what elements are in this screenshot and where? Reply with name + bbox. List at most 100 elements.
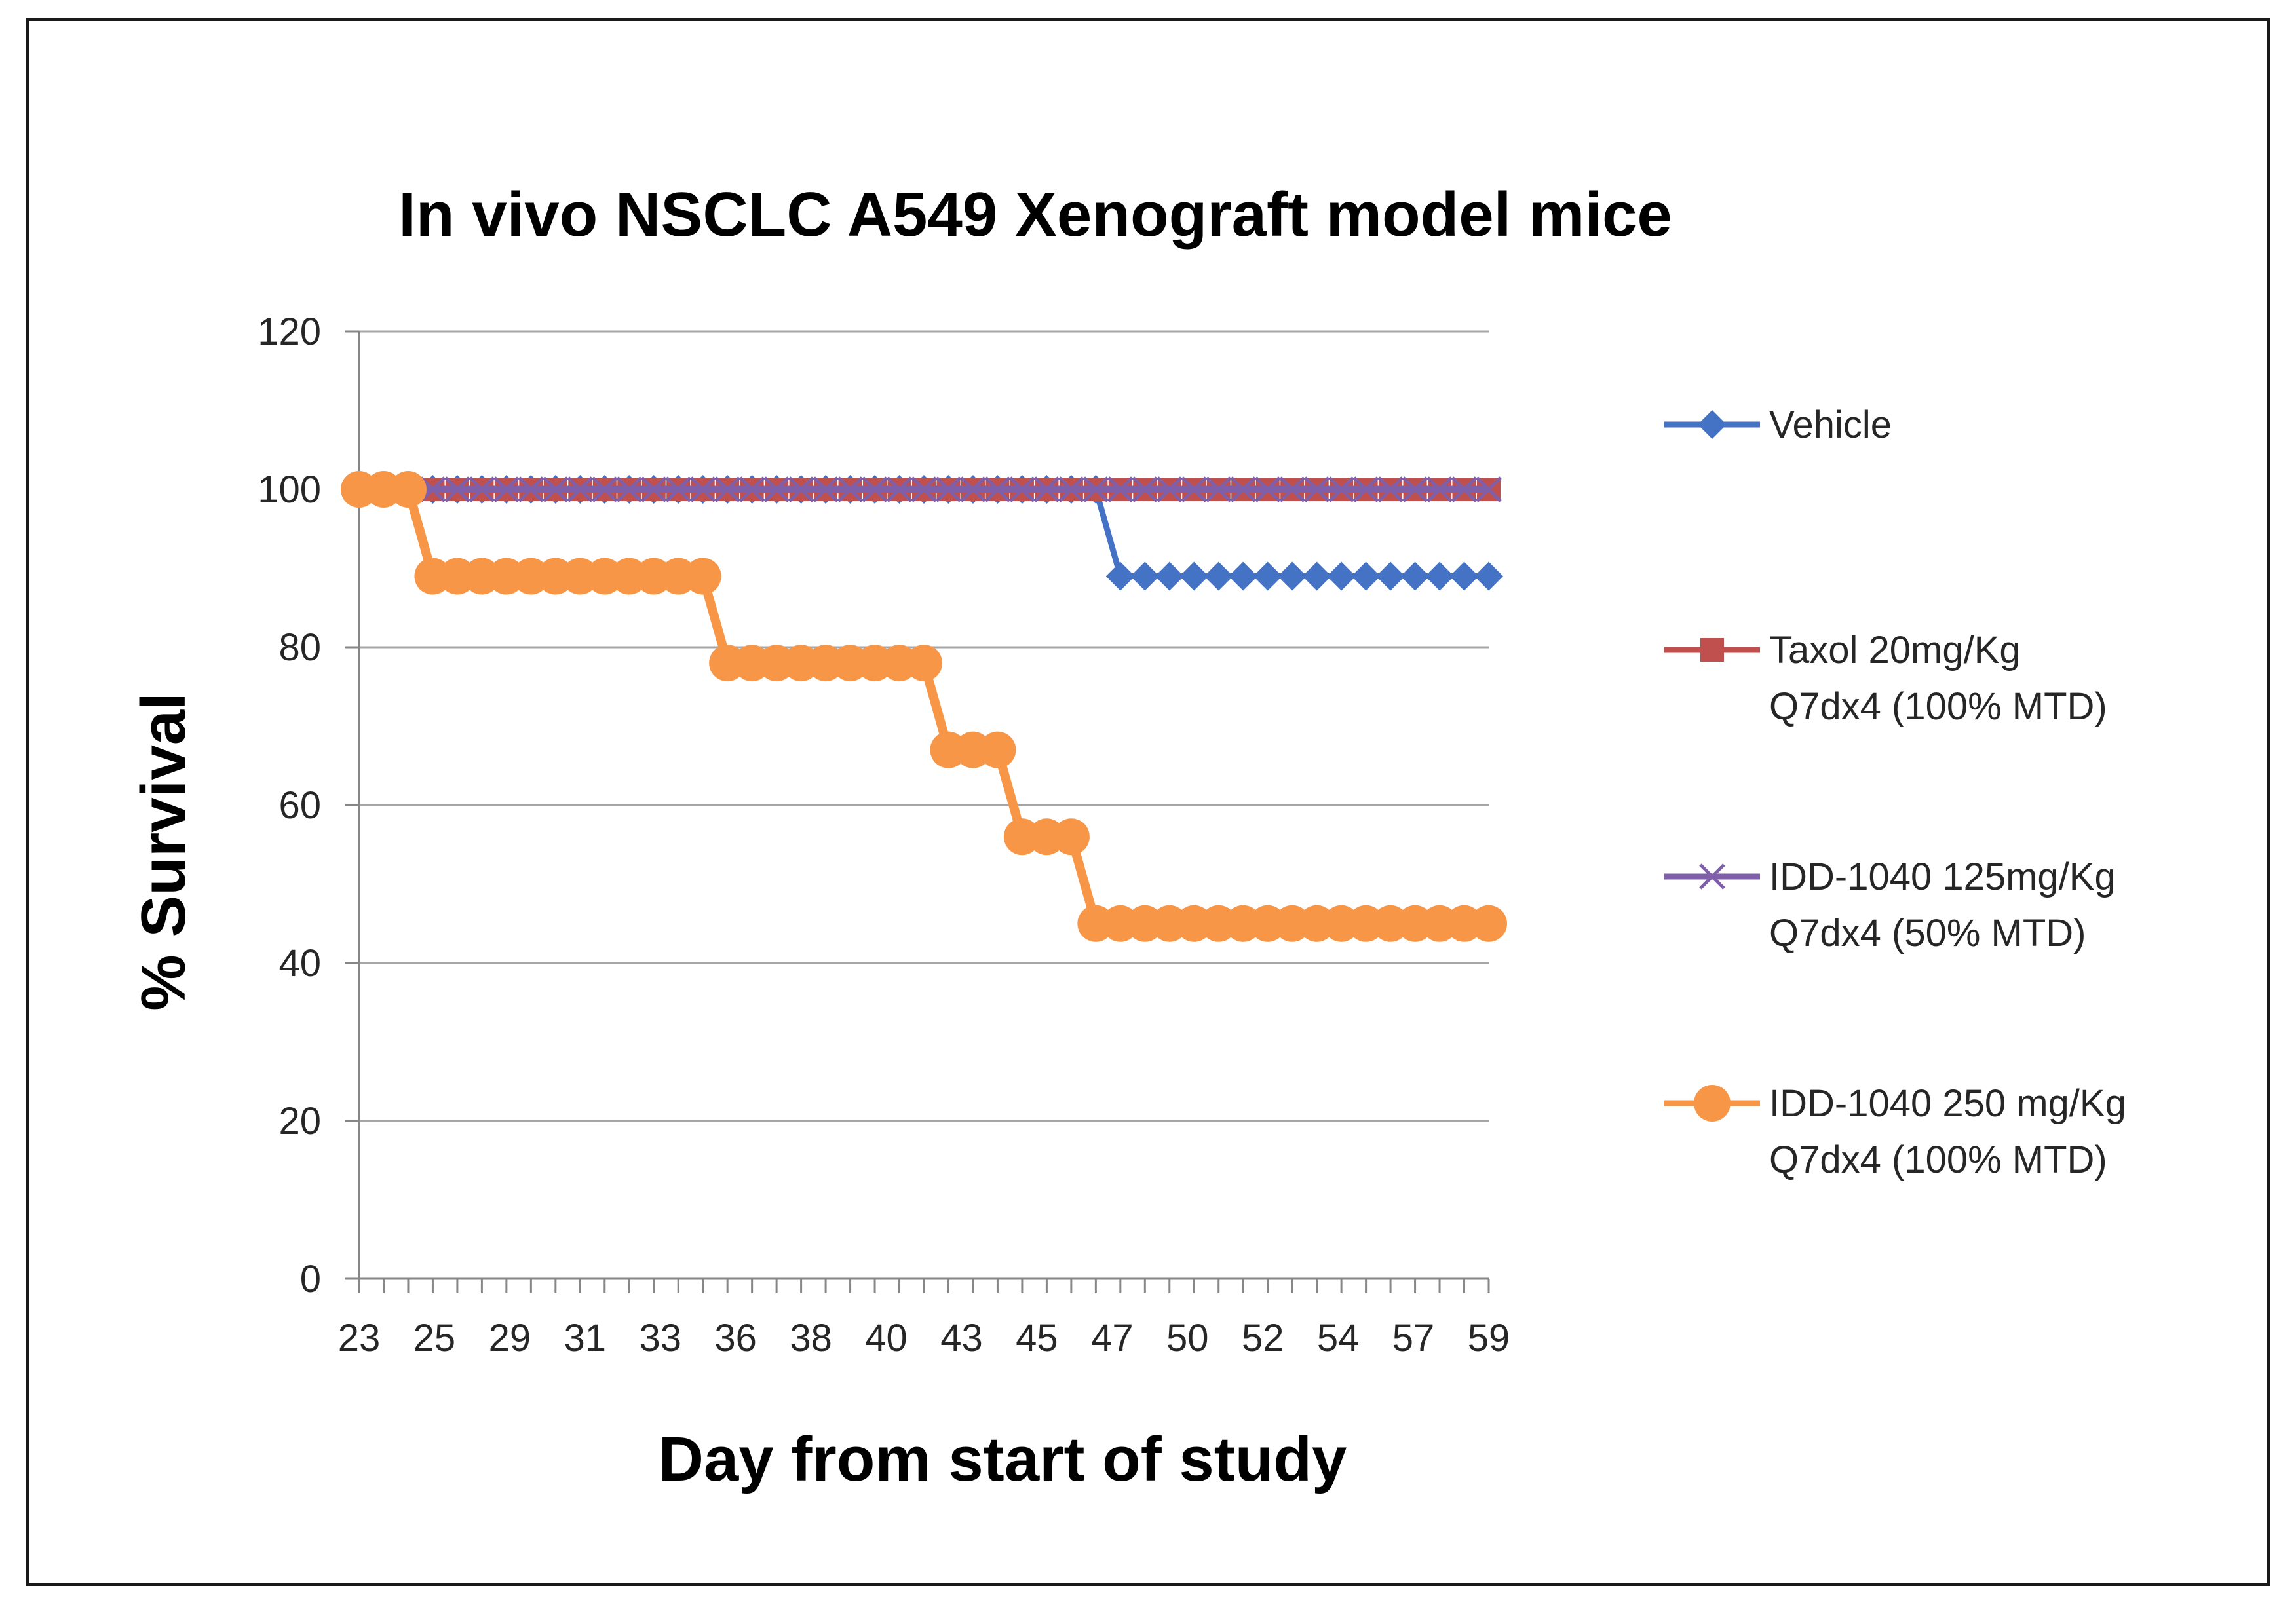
legend-item-1: Taxol 20mg/Kg Q7dx4 (100% MTD) [1664, 629, 2107, 728]
data-point [1130, 561, 1160, 591]
series-2 [346, 476, 1502, 502]
data-point [1230, 476, 1256, 502]
data-point [1699, 863, 1725, 890]
x-tick-label: 38 [790, 1317, 832, 1359]
data-point [1302, 561, 1331, 591]
x-tick-label: 36 [714, 1317, 757, 1359]
data-point [1425, 561, 1455, 591]
data-point [1254, 476, 1281, 502]
data-point [1157, 476, 1183, 502]
data-point [979, 731, 1016, 768]
x-tick-label: 57 [1392, 1317, 1435, 1359]
data-point [1376, 561, 1406, 591]
data-point [788, 476, 814, 502]
axes [345, 330, 1490, 1293]
data-point [862, 476, 888, 502]
data-point [1105, 561, 1135, 591]
data-point [1328, 476, 1354, 502]
legend-label: Q7dx4 (100% MTD) [1769, 685, 2107, 728]
gridlines [359, 330, 1489, 1122]
legend-label: IDD-1040 250 mg/Kg [1769, 1082, 2126, 1125]
data-point [837, 476, 864, 502]
data-point [1377, 476, 1404, 502]
x-tick-label: 43 [940, 1317, 983, 1359]
data-point [1278, 561, 1307, 591]
data-point [1474, 561, 1503, 591]
data-point [444, 476, 470, 502]
series-group [341, 471, 1507, 942]
legend-label: Q7dx4 (100% MTD) [1769, 1139, 2107, 1181]
data-point [906, 645, 942, 682]
x-tick-label: 23 [338, 1317, 381, 1359]
data-point [935, 476, 962, 502]
y-tick-label: 40 [278, 942, 321, 985]
y-tick-labels: 0 20 40 60 80 100 120 [258, 311, 321, 1300]
legend-item-0: Vehicle [1664, 404, 1892, 446]
x-tick-label: 33 [639, 1317, 681, 1359]
y-tick-label: 20 [278, 1100, 321, 1143]
y-tick-label: 60 [278, 784, 321, 827]
data-point [1698, 410, 1727, 439]
data-point [518, 476, 545, 502]
data-point [616, 476, 643, 502]
data-point [1451, 476, 1478, 502]
x-tick-label: 25 [413, 1317, 456, 1359]
data-point [1229, 561, 1258, 591]
data-point [911, 476, 937, 502]
data-point [1694, 1085, 1731, 1122]
data-point [1204, 561, 1233, 591]
data-point [1400, 561, 1430, 591]
series-line [359, 485, 1489, 928]
data-point [640, 476, 667, 502]
y-tick-label: 0 [300, 1258, 321, 1300]
x-tick-label: 29 [489, 1317, 531, 1359]
data-point [592, 476, 618, 502]
data-point [1352, 476, 1379, 502]
x-tick-label: 50 [1166, 1317, 1209, 1359]
data-point [738, 476, 765, 502]
legend-label: Taxol 20mg/Kg [1769, 629, 2021, 671]
data-point [493, 476, 520, 502]
data-point [1205, 476, 1232, 502]
data-point [1253, 561, 1282, 591]
data-point [684, 558, 721, 595]
data-point [665, 476, 691, 502]
legend-label: IDD-1040 125mg/Kg [1769, 856, 2116, 898]
data-point [389, 471, 427, 508]
x-tick-label: 31 [564, 1317, 607, 1359]
data-point [1402, 476, 1428, 502]
legend-item-2: IDD-1040 125mg/Kg Q7dx4 (50% MTD) [1664, 856, 2116, 955]
data-point [1155, 561, 1184, 591]
y-axis-title: % Survival [128, 692, 199, 1011]
y-tick-label: 120 [258, 311, 321, 353]
data-point [886, 476, 913, 502]
x-tick-label: 59 [1468, 1317, 1510, 1359]
data-point [1449, 561, 1479, 591]
data-point [1107, 476, 1134, 502]
data-point [689, 476, 716, 502]
chart-title: In vivo NSCLC A549 Xenograft model mice [398, 180, 1672, 250]
chart-frame [26, 18, 2270, 1586]
x-tick-label: 47 [1091, 1317, 1134, 1359]
x-tick-label: 45 [1016, 1317, 1058, 1359]
legend-item-3: IDD-1040 250 mg/Kg Q7dx4 (100% MTD) [1664, 1082, 2126, 1181]
series-3 [341, 471, 1507, 942]
legend-label: Q7dx4 (50% MTD) [1769, 912, 2086, 955]
data-point [1033, 476, 1060, 502]
y-tick-label: 80 [278, 626, 321, 669]
x-tick-label: 52 [1242, 1317, 1284, 1359]
x-tick-labels: 23 25 29 31 33 36 38 40 43 45 47 50 52 54 57 59 [338, 1317, 1510, 1359]
data-point [984, 476, 1011, 502]
data-point [1179, 561, 1209, 591]
legend-label: Vehicle [1769, 404, 1892, 446]
data-point [1303, 476, 1330, 502]
data-point [1351, 561, 1381, 591]
y-tick-label: 100 [258, 468, 321, 511]
x-tick-label: 40 [865, 1317, 908, 1359]
data-point [813, 476, 839, 502]
data-point [567, 476, 594, 502]
data-point [1327, 561, 1356, 591]
data-point [960, 476, 986, 502]
data-point [1476, 476, 1502, 502]
